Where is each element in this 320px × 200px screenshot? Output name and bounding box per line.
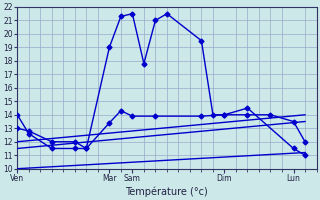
X-axis label: Température (°c): Température (°c) [125, 186, 208, 197]
